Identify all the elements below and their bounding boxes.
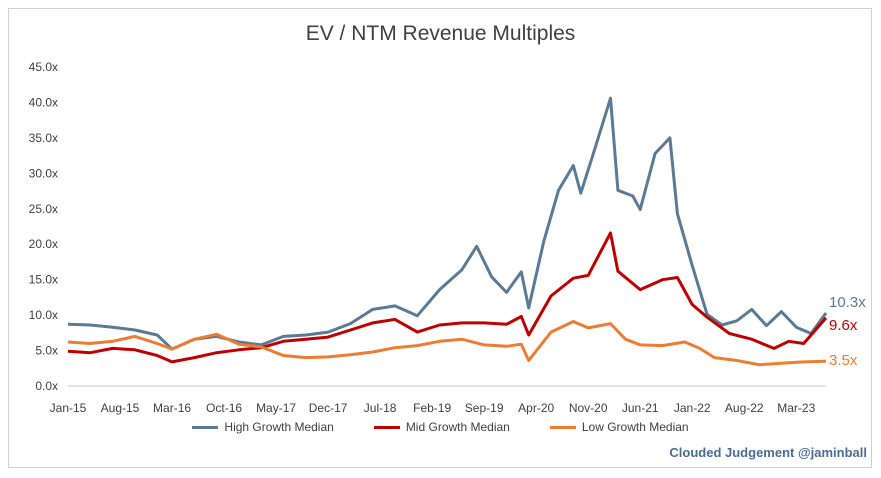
y-tick-label: 45.0x (29, 60, 58, 74)
y-tick-label: 15.0x (29, 273, 58, 287)
x-tick-label: Feb-19 (413, 401, 451, 415)
legend-item-low: Low Growth Median (549, 420, 689, 434)
legend: High Growth Median Mid Growth Median Low… (0, 420, 881, 434)
y-tick-label: 35.0x (29, 131, 58, 145)
legend-swatch-high (192, 425, 219, 429)
chart-title: EV / NTM Revenue Multiples (305, 22, 576, 45)
x-tick-label: Nov-20 (569, 401, 608, 415)
series-line-high-growth-median (67, 96, 828, 351)
legend-swatch-mid (373, 425, 400, 429)
x-tick-label: Sep-19 (465, 401, 504, 415)
x-tick-label: Oct-16 (206, 401, 242, 415)
y-tick-label: 0.0x (35, 379, 58, 393)
legend-label-high: High Growth Median (224, 420, 334, 434)
chart-frame (8, 8, 872, 468)
y-tick-label: 10.0x (29, 308, 58, 322)
series-line-mid-growth-median (67, 231, 828, 364)
y-tick-label: 20.0x (29, 237, 58, 251)
legend-swatch-low (549, 425, 576, 429)
x-tick-label: May-17 (256, 401, 296, 415)
x-tick-label: Mar-23 (777, 401, 815, 415)
end-value-label: 9.6x (829, 317, 858, 334)
legend-label-low: Low Growth Median (581, 420, 689, 434)
x-tick-label: Dec-17 (309, 401, 348, 415)
y-tick-label: 40.0x (29, 95, 58, 109)
x-tick-label: Jul-18 (364, 401, 397, 415)
x-tick-label: Jan-22 (674, 401, 711, 415)
x-tick-label: Apr-20 (518, 401, 554, 415)
legend-item-mid: Mid Growth Median (373, 420, 510, 434)
series-line-low-growth-median (67, 320, 827, 367)
y-tick-label: 30.0x (29, 166, 58, 180)
y-tick-label: 25.0x (29, 202, 58, 216)
x-tick-label: Aug-22 (725, 401, 764, 415)
x-tick-label: Jan-15 (50, 401, 87, 415)
y-tick-label: 5.0x (35, 344, 58, 358)
x-tick-label: Mar-16 (153, 401, 191, 415)
end-value-label: 3.5x (829, 352, 858, 369)
x-tick-label: Jun-21 (622, 401, 659, 415)
legend-label-mid: Mid Growth Median (405, 420, 510, 434)
end-value-label: 10.3x (829, 294, 866, 311)
watermark: Clouded Judgement @jaminball (669, 445, 867, 460)
x-tick-label: Aug-15 (101, 401, 140, 415)
legend-item-high: High Growth Median (192, 420, 334, 434)
